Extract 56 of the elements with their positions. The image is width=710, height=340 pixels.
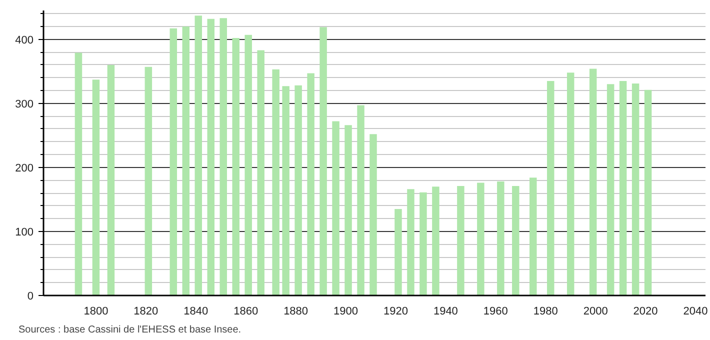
bar bbox=[619, 80, 627, 296]
bar bbox=[546, 80, 554, 296]
bar bbox=[344, 125, 352, 296]
bar bbox=[512, 186, 520, 296]
y-tick-label: 400 bbox=[15, 34, 34, 46]
bar bbox=[144, 66, 152, 296]
bar bbox=[606, 84, 614, 296]
bar bbox=[320, 27, 327, 296]
bar bbox=[370, 134, 377, 296]
bar bbox=[589, 68, 597, 296]
bar bbox=[232, 38, 240, 296]
x-tick-label: 2040 bbox=[683, 306, 708, 318]
x-tick-label: 1840 bbox=[184, 306, 208, 318]
y-tick-label: 200 bbox=[15, 162, 34, 174]
bar bbox=[420, 192, 427, 296]
bar bbox=[644, 90, 652, 296]
bar bbox=[244, 34, 252, 296]
bar bbox=[357, 105, 364, 296]
bar bbox=[182, 26, 190, 296]
bar bbox=[432, 186, 440, 296]
x-tick-label: 1800 bbox=[84, 306, 108, 318]
bar bbox=[394, 209, 402, 296]
x-tick-label: 2000 bbox=[583, 306, 608, 318]
bar bbox=[332, 121, 340, 296]
bar bbox=[530, 178, 537, 296]
bar bbox=[307, 73, 314, 296]
bar bbox=[74, 52, 82, 296]
x-tick-label: 1900 bbox=[334, 306, 358, 318]
bar bbox=[477, 182, 484, 296]
bar bbox=[457, 186, 464, 296]
x-tick-label: 2020 bbox=[633, 306, 658, 318]
x-tick-label: 1980 bbox=[533, 306, 558, 318]
bar bbox=[566, 72, 574, 296]
x-tick-label: 1860 bbox=[234, 306, 258, 318]
x-tick-label: 1920 bbox=[384, 306, 408, 318]
bar bbox=[92, 80, 100, 296]
bar bbox=[282, 86, 290, 296]
bar bbox=[107, 64, 115, 296]
bar bbox=[632, 84, 640, 296]
bar bbox=[220, 18, 227, 296]
bar bbox=[497, 182, 504, 296]
x-tick-label: 1960 bbox=[483, 306, 508, 318]
bar bbox=[170, 28, 178, 296]
x-tick-label: 1820 bbox=[134, 306, 158, 318]
x-tick-label: 1880 bbox=[284, 306, 308, 318]
y-tick-label: 0 bbox=[27, 290, 34, 302]
x-tick-label: 1940 bbox=[433, 306, 458, 318]
bar bbox=[257, 50, 264, 296]
y-tick-label: 300 bbox=[15, 98, 34, 110]
bar bbox=[294, 85, 302, 296]
bar bbox=[194, 16, 202, 296]
bar bbox=[272, 69, 280, 296]
y-tick-label: 100 bbox=[15, 226, 34, 238]
bar bbox=[207, 18, 214, 296]
bar bbox=[407, 189, 414, 296]
source-note: Sources : base Cassini de l'EHESS et base Insee. bbox=[18, 324, 242, 336]
